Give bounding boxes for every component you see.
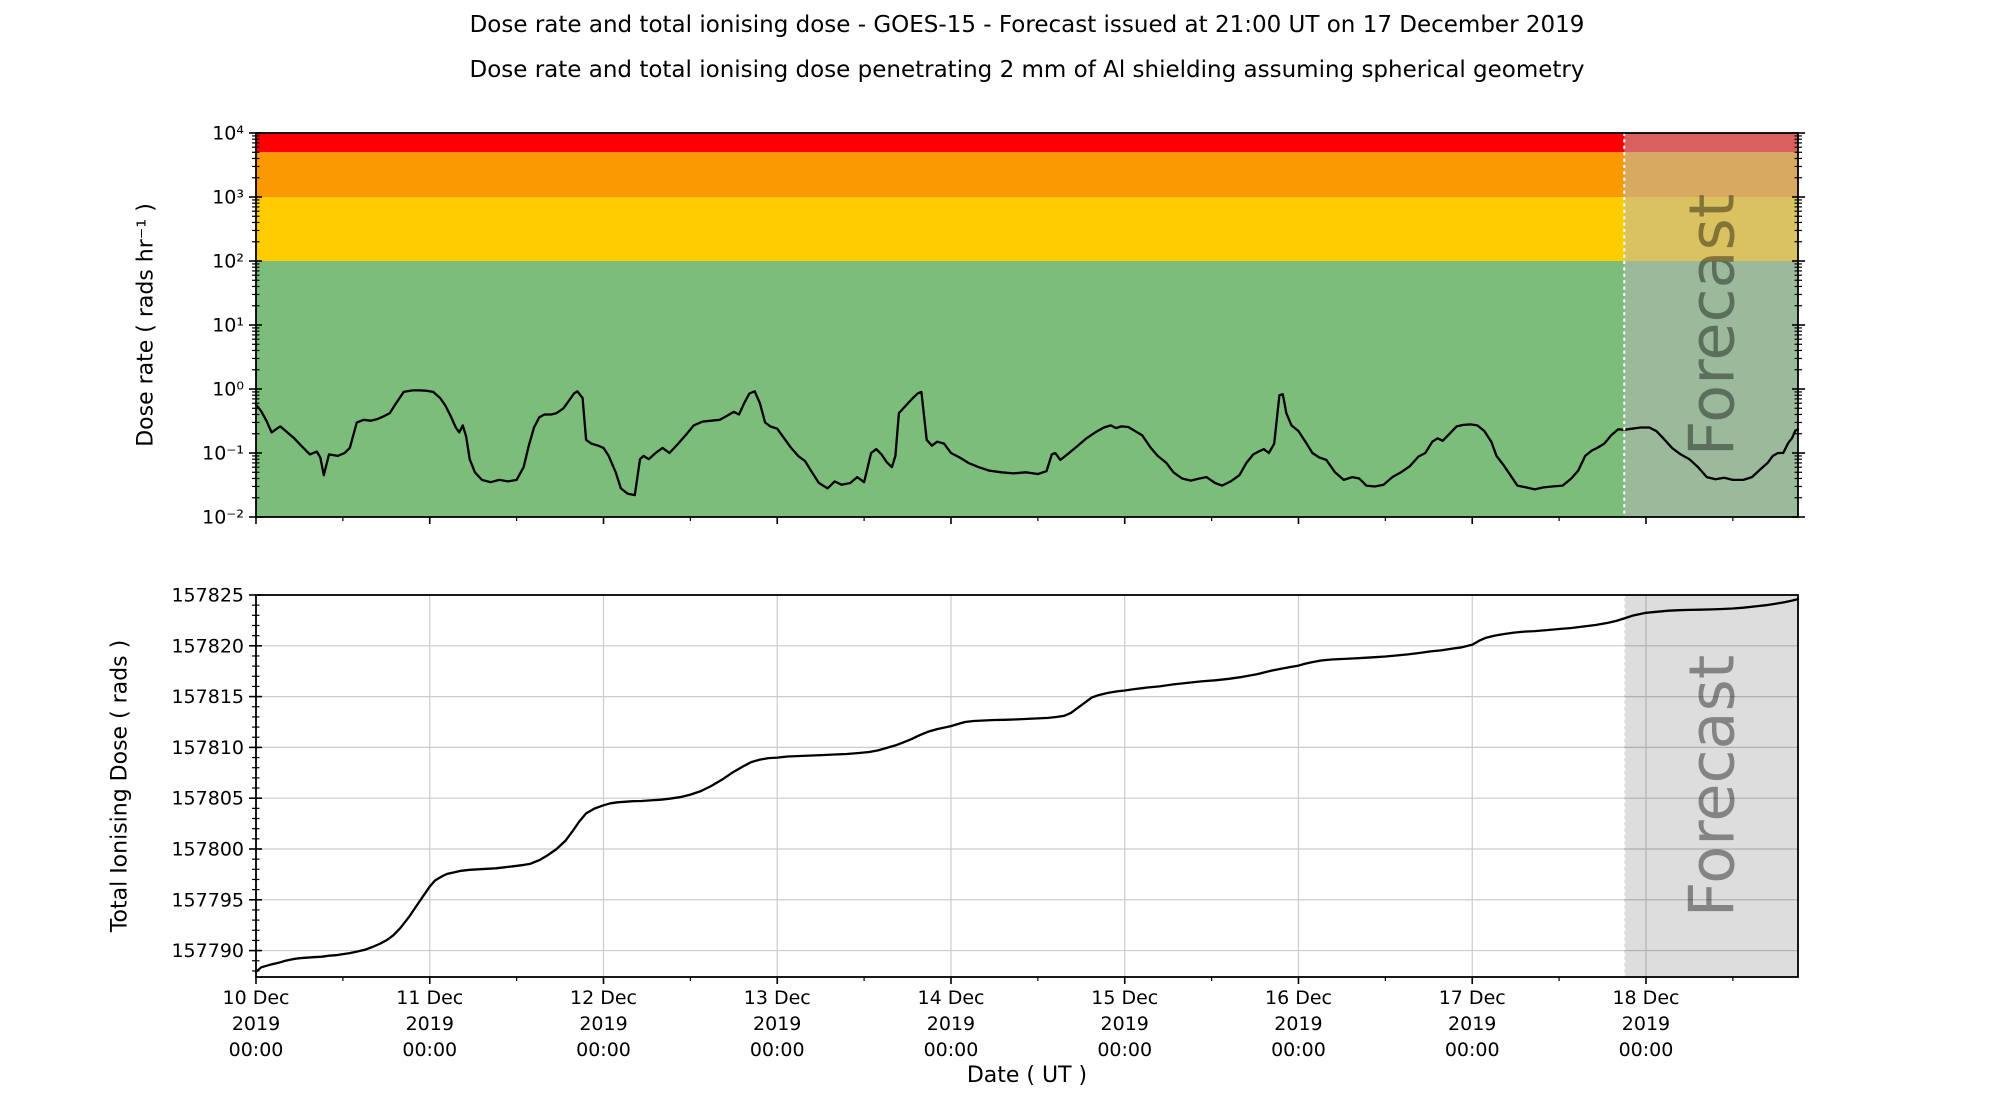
- dose-rate-frame: [255, 132, 1799, 518]
- svg-text:00:00: 00:00: [1097, 1039, 1152, 1061]
- svg-text:2019: 2019: [1622, 1013, 1670, 1035]
- page-subtitle: Dose rate and total ionising dose penetr…: [469, 57, 1585, 83]
- svg-text:10 Dec: 10 Dec: [223, 987, 290, 1009]
- svg-text:2019: 2019: [753, 1013, 801, 1035]
- svg-text:00:00: 00:00: [1445, 1039, 1500, 1061]
- svg-text:10¹: 10¹: [212, 315, 244, 337]
- svg-text:10⁻¹: 10⁻¹: [202, 443, 244, 465]
- svg-text:17 Dec: 17 Dec: [1439, 987, 1506, 1009]
- dose-rate-curve: [254, 389, 1800, 497]
- total-dose-curve: [254, 597, 1800, 974]
- svg-text:13 Dec: 13 Dec: [744, 987, 811, 1009]
- forecast-watermark-top: Forecast: [1675, 194, 1748, 456]
- svg-text:18 Dec: 18 Dec: [1612, 987, 1679, 1009]
- total-dose-tick-labels: 157825 157820 157815 157810 157805 157800 1577…: [171, 585, 244, 963]
- dose-rate-tick-labels: 10⁴ 10³ 10² 10¹ 10⁰ 10⁻¹ 10⁻²: [202, 123, 244, 529]
- svg-text:2019: 2019: [232, 1013, 280, 1035]
- svg-text:12 Dec: 12 Dec: [570, 987, 637, 1009]
- alert-band-green_band: [256, 261, 1798, 517]
- svg-text:157820: 157820: [171, 635, 244, 657]
- svg-text:10³: 10³: [212, 187, 244, 209]
- svg-text:157800: 157800: [171, 838, 244, 860]
- total-dose-panel: 157825 157820 157815 157810 157805 157800 1577…: [171, 585, 1800, 1061]
- svg-text:157790: 157790: [171, 940, 244, 962]
- svg-text:2019: 2019: [1448, 1013, 1496, 1035]
- svg-text:2019: 2019: [406, 1013, 454, 1035]
- alert-band-yellow_band: [256, 197, 1798, 261]
- svg-text:15 Dec: 15 Dec: [1091, 987, 1158, 1009]
- svg-text:157825: 157825: [171, 585, 244, 607]
- svg-text:10⁰: 10⁰: [212, 379, 244, 401]
- svg-text:157805: 157805: [171, 788, 244, 810]
- total-dose-ticks: [249, 594, 1734, 984]
- svg-text:00:00: 00:00: [750, 1039, 805, 1061]
- forecast-watermark-bottom: Forecast: [1675, 655, 1748, 917]
- svg-text:2019: 2019: [579, 1013, 627, 1035]
- alert-band-orange_band: [256, 152, 1798, 197]
- svg-text:00:00: 00:00: [924, 1039, 979, 1061]
- svg-text:2019: 2019: [1101, 1013, 1149, 1035]
- svg-text:00:00: 00:00: [402, 1039, 457, 1061]
- svg-text:00:00: 00:00: [576, 1039, 631, 1061]
- svg-text:00:00: 00:00: [229, 1039, 284, 1061]
- svg-text:10²: 10²: [212, 251, 244, 273]
- svg-text:00:00: 00:00: [1619, 1039, 1674, 1061]
- svg-text:157815: 157815: [171, 686, 244, 708]
- svg-text:157810: 157810: [171, 737, 244, 759]
- svg-text:11 Dec: 11 Dec: [396, 987, 463, 1009]
- svg-text:157795: 157795: [171, 889, 244, 911]
- svg-text:2019: 2019: [1274, 1013, 1322, 1035]
- svg-text:16 Dec: 16 Dec: [1265, 987, 1332, 1009]
- date-tick-labels: 10 Dec 2019 00:00 11 Dec 2019 00:00 12 Dec 2019…: [223, 987, 1680, 1061]
- forecast-overlay-top: [1624, 133, 1798, 517]
- dose-rate-alert-bands: [256, 133, 1798, 517]
- total-dose-frame: [255, 594, 1799, 978]
- page-title: Dose rate and total ionising dose - GOES…: [469, 12, 1585, 38]
- svg-text:00:00: 00:00: [1271, 1039, 1326, 1061]
- x-axis-label: Date ( UT ): [966, 1063, 1088, 1088]
- total-dose-gridlines: [256, 595, 1798, 977]
- svg-text:2019: 2019: [927, 1013, 975, 1035]
- svg-text:14 Dec: 14 Dec: [917, 987, 984, 1009]
- svg-text:10⁻²: 10⁻²: [202, 507, 244, 529]
- alert-band-red_band: [256, 133, 1798, 153]
- svg-text:10⁴: 10⁴: [212, 123, 244, 145]
- dose-rate-panel: 10⁴ 10³ 10² 10¹ 10⁰ 10⁻¹ 10⁻²: [202, 123, 1805, 529]
- forecast-overlay-bottom: [1624, 595, 1798, 977]
